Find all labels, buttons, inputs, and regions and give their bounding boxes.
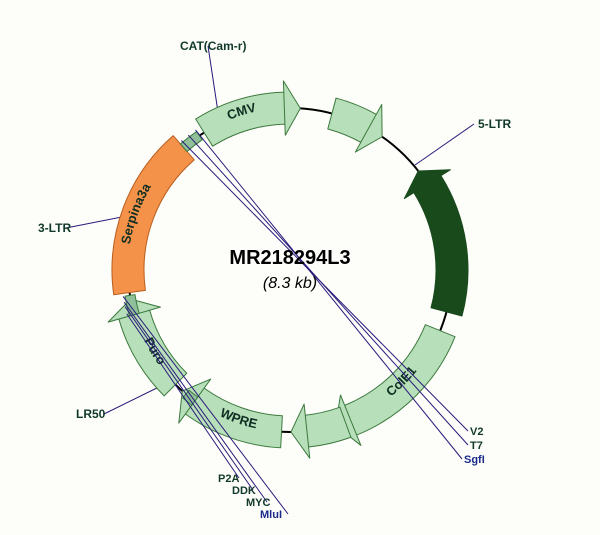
plasmid-name: MR218294L3	[229, 247, 350, 269]
pointer-cat	[208, 46, 218, 112]
label-p2a: P2A	[218, 473, 239, 485]
pointer-myc	[124, 302, 267, 502]
feature-label-ltr3: 3-LTR	[38, 221, 71, 235]
feature-serpina3a	[112, 136, 194, 295]
feature-label-cat: CAT(Cam-r)	[180, 39, 246, 53]
label-mlui: MluI	[260, 509, 282, 521]
plasmid-size: (8.3 kb)	[263, 275, 317, 292]
feature-cat	[404, 170, 468, 316]
feature-label-ltr5: 5-LTR	[478, 117, 511, 131]
pointer-p2a	[127, 314, 239, 478]
label-ddk: DDK	[232, 485, 256, 497]
label-v2: V2	[470, 426, 483, 438]
feature-ltr5	[328, 98, 382, 152]
pointer-ddk	[125, 307, 253, 490]
feature-ltr3	[291, 404, 351, 458]
pointer-ltr5	[415, 124, 474, 165]
feature-label-lr50: LR50	[76, 407, 106, 421]
label-myc: MYC	[246, 497, 271, 509]
label-t7: T7	[470, 440, 483, 452]
label-sgfi: SgfI	[464, 454, 485, 466]
pointer-mlui	[123, 296, 288, 514]
